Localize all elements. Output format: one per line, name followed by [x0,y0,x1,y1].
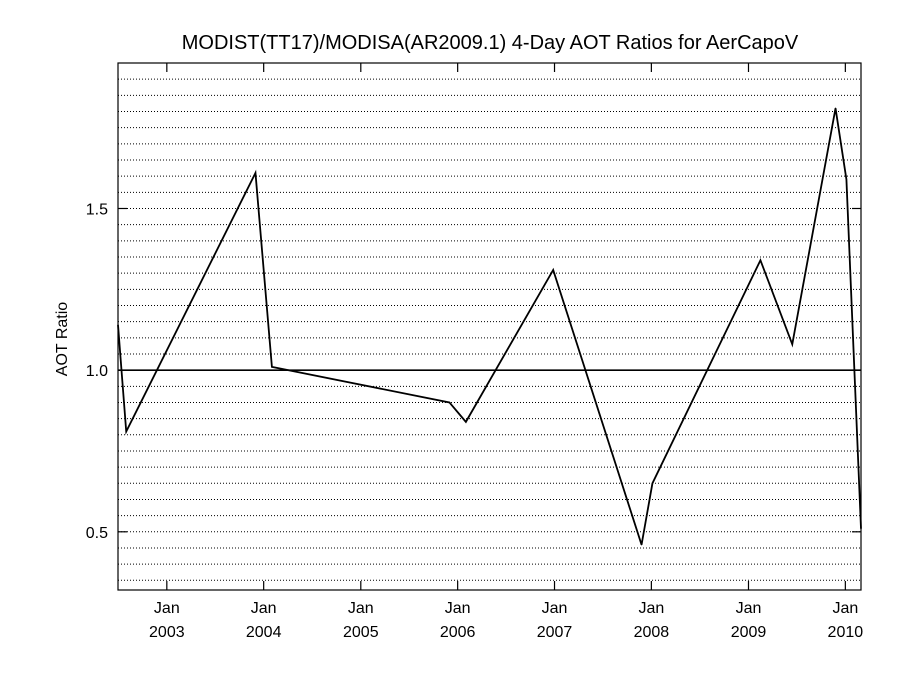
y-tick-label: 0.5 [86,525,108,542]
plot-frame [117,62,862,591]
y-axis-ticks: 0.5 1.0 1.5 [86,201,861,542]
y-tick-label: 1.0 [86,363,108,380]
chart-title: MODIST(TT17)/MODISA(AR2009.1) 4-Day AOT … [182,32,799,54]
x-tick-year: 2009 [731,624,767,641]
x-tick-year: 2004 [246,624,282,641]
x-tick-month: Jan [154,600,180,617]
data-point [254,172,257,174]
x-tick-year: 2007 [537,624,573,641]
x-tick-year: 2005 [343,624,379,641]
series-line [117,108,862,546]
data-point [834,107,837,109]
data-point [271,366,273,368]
x-tick-year: 2003 [149,624,185,641]
data-point [448,401,451,404]
x-tick-month: Jan [251,600,277,617]
y-axis-label: AOT Ratio [54,302,71,377]
data-point [651,482,654,484]
x-tick-month: Jan [542,600,568,617]
x-tick-year: 2006 [440,624,476,641]
data-point [791,343,793,345]
data-point [640,544,643,546]
y-tick-label: 1.5 [86,201,108,218]
series-group [117,107,862,546]
x-tick-month: Jan [832,600,858,617]
x-tick-year: 2008 [634,624,670,641]
x-tick-month: Jan [638,600,664,617]
data-point [552,269,554,271]
x-tick-month: Jan [736,600,762,617]
data-point [125,430,127,433]
data-point [465,421,467,423]
data-point [845,178,848,180]
x-tick-month: Jan [445,600,471,617]
x-tick-month: Jan [348,600,374,617]
grid-lines [118,62,861,581]
x-axis-ticks: Jan 2003 Jan 2004 Jan 2005 Jan 2006 Jan 2007 Jan 20… [149,63,863,641]
x-tick-year: 2010 [828,624,864,641]
data-point [759,259,762,261]
